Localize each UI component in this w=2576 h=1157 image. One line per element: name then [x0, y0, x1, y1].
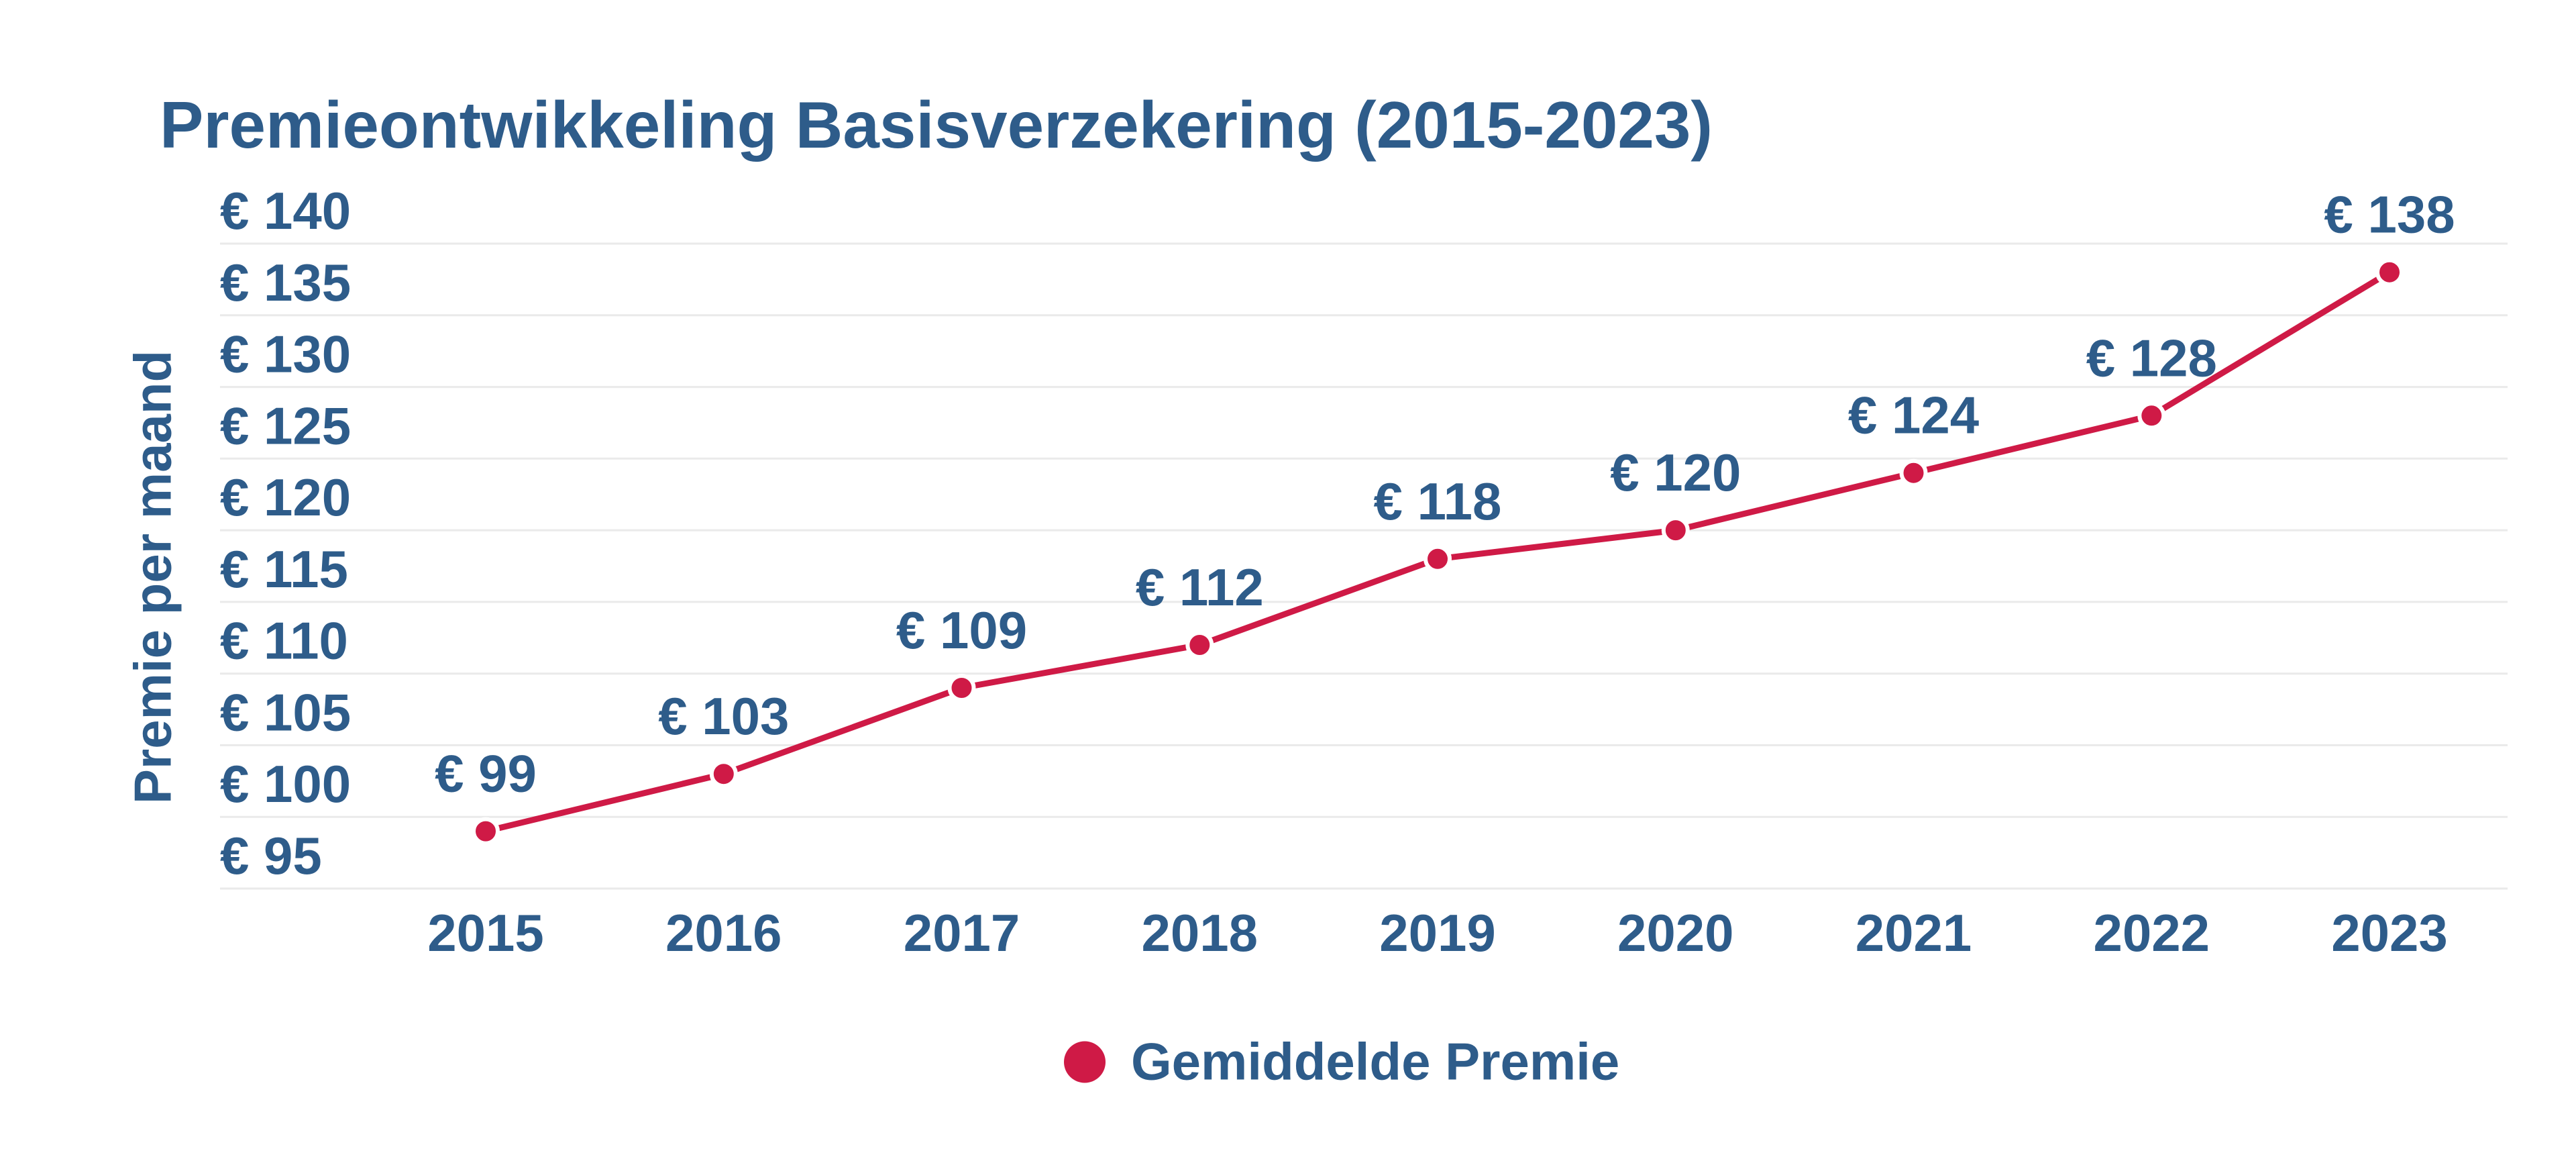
data-point-label: € 138 [2324, 185, 2455, 244]
x-tick-label: 2016 [665, 903, 782, 962]
y-tick-label: € 100 [220, 754, 351, 813]
data-point-2015[interactable] [472, 817, 500, 846]
data-point-2022[interactable] [2137, 401, 2166, 430]
legend-marker-icon [1064, 1041, 1106, 1083]
x-tick-label: 2020 [1617, 903, 1734, 962]
data-point-2021[interactable] [1899, 458, 1928, 487]
data-point-label: € 109 [896, 601, 1027, 660]
data-point-label: € 112 [1136, 558, 1264, 617]
y-tick-label: € 135 [220, 253, 351, 312]
data-point-label: € 128 [2086, 328, 2217, 387]
y-tick-label: € 110 [220, 611, 348, 670]
data-point-2020[interactable] [1661, 516, 1690, 545]
legend-label: Gemiddelde Premie [1131, 1032, 1620, 1091]
x-tick-label: 2022 [2094, 903, 2210, 962]
y-tick-label: € 130 [220, 325, 351, 384]
x-tick-label: 2019 [1379, 903, 1496, 962]
chart-title: Premieontwikkeling Basisverzekering (201… [160, 88, 1713, 162]
y-axis-title: Premie per maand [123, 350, 182, 805]
y-tick-label: € 125 [220, 396, 351, 455]
data-point-label: € 120 [1610, 443, 1741, 502]
y-tick-label: € 140 [220, 181, 351, 240]
legend-item-gemiddelde-premie[interactable]: Gemiddelde Premie [1064, 1032, 1619, 1093]
data-point-label: € 124 [1848, 386, 1979, 445]
x-tick-label: 2015 [427, 903, 544, 962]
x-tick-label: 2018 [1142, 903, 1258, 962]
data-point-2018[interactable] [1185, 631, 1214, 659]
x-tick-label: 2023 [2331, 903, 2448, 962]
y-tick-label: € 95 [220, 826, 322, 885]
data-point-2019[interactable] [1424, 544, 1452, 573]
data-point-2016[interactable] [709, 760, 738, 789]
data-point-2017[interactable] [947, 674, 976, 702]
data-point-label: € 99 [435, 744, 537, 803]
y-tick-label: € 105 [220, 683, 351, 742]
y-tick-label: € 120 [220, 468, 351, 527]
x-tick-label: 2017 [904, 903, 1020, 962]
data-point-label: € 103 [658, 687, 789, 746]
y-tick-label: € 115 [220, 540, 348, 599]
data-point-label: € 118 [1374, 472, 1502, 531]
data-point-2023[interactable] [2375, 258, 2404, 287]
x-tick-label: 2021 [1856, 903, 1972, 962]
